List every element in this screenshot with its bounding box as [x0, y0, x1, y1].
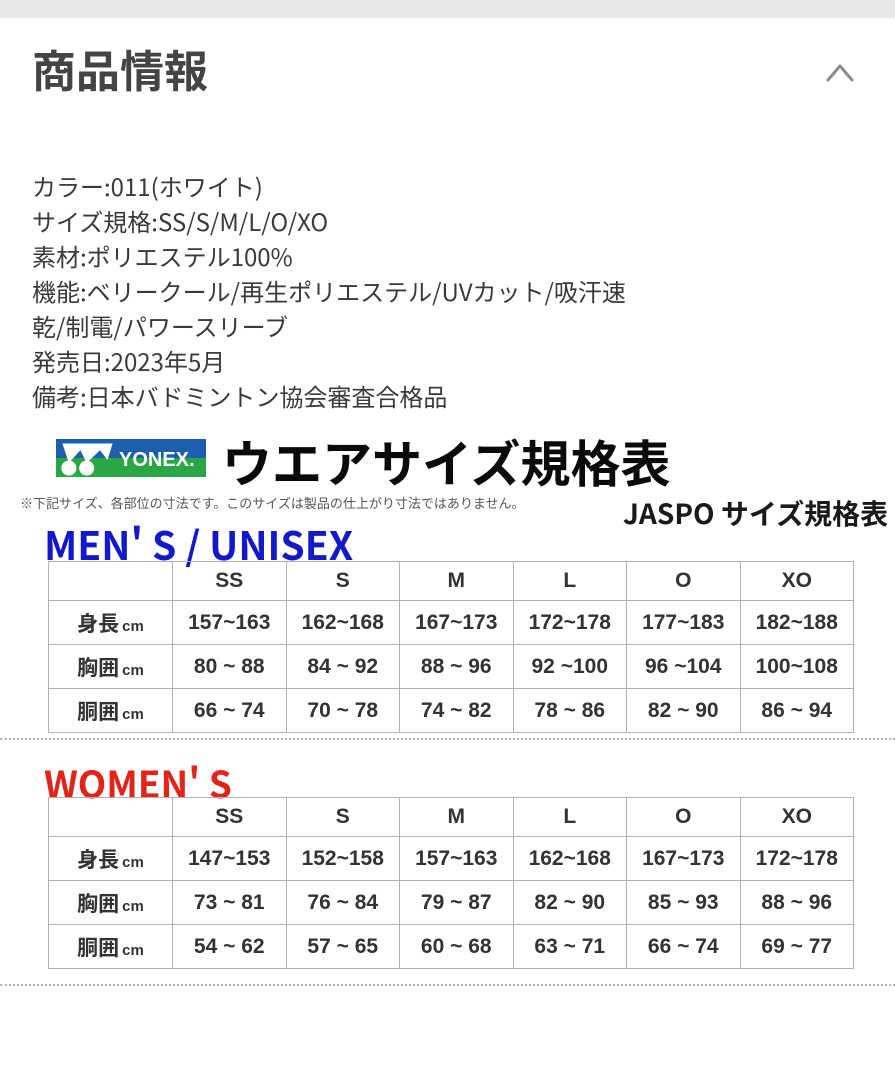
svg-text:YONEX.: YONEX.: [119, 449, 195, 471]
